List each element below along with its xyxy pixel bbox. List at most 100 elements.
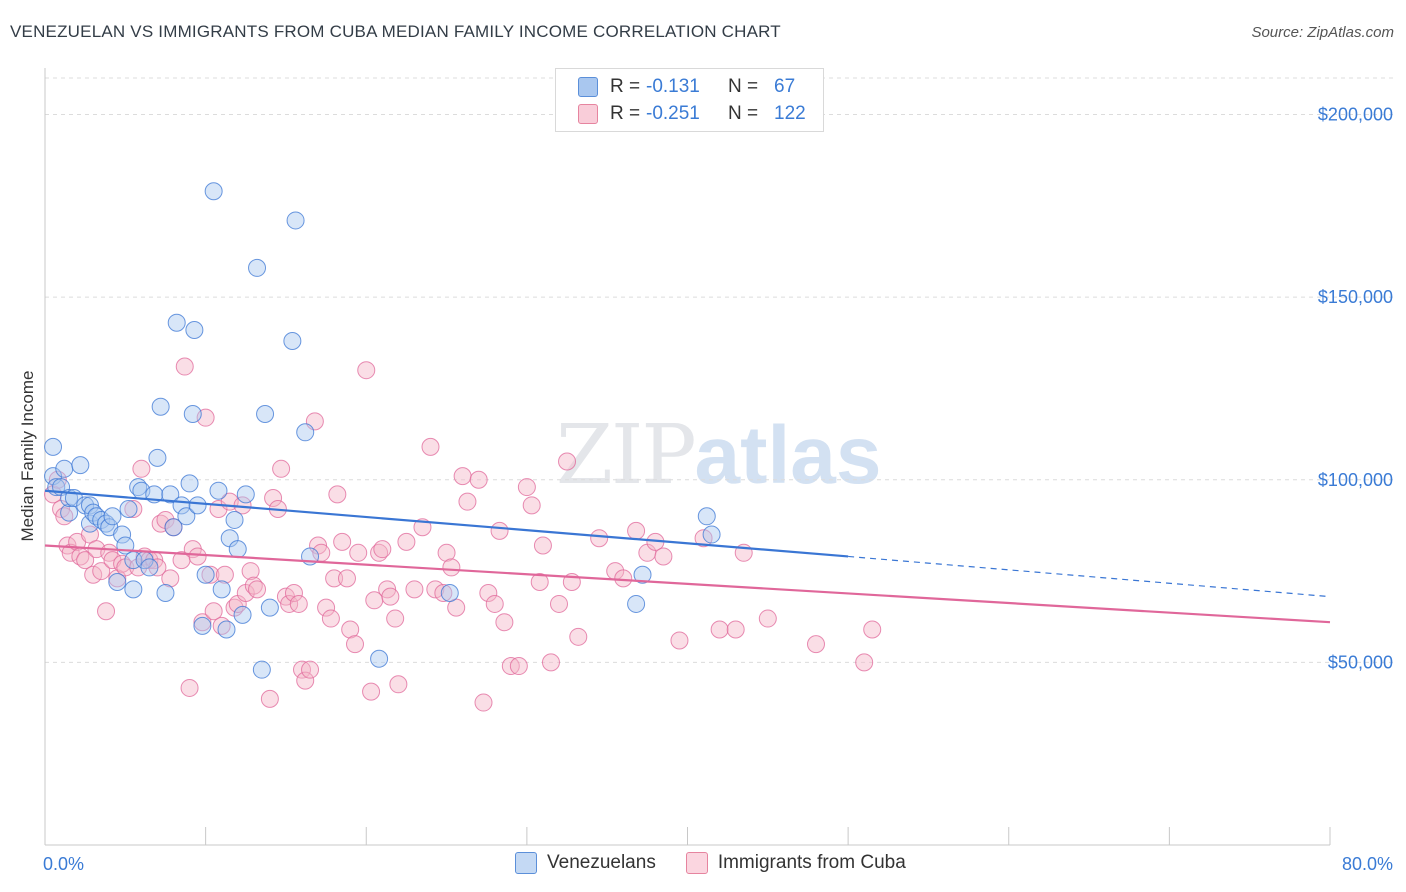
data-point [296, 423, 315, 442]
data-point [509, 657, 528, 676]
legend-label-cuba: Immigrants from Cuba [717, 852, 906, 873]
y-tick-label: $200,000 [1318, 105, 1393, 125]
data-point [119, 499, 138, 518]
data-point [55, 507, 74, 526]
chart-title: VENEZUELAN VS IMMIGRANTS FROM CUBA MEDIA… [10, 22, 781, 41]
data-point [517, 478, 536, 497]
data-point [204, 182, 223, 201]
data-point [421, 437, 440, 456]
data-point [670, 631, 689, 650]
data-point [333, 532, 352, 551]
legend-r-label: R = [610, 76, 641, 97]
data-point [758, 609, 777, 628]
series-legend: Venezuelans Immigrants from Cuba [515, 852, 936, 874]
legend-swatch-cuba [685, 852, 708, 874]
legend-swatch-cuba [578, 104, 598, 124]
data-point [286, 211, 305, 230]
data-point [185, 321, 204, 340]
data-point [370, 543, 389, 562]
data-point [97, 514, 116, 533]
data-point [442, 558, 461, 577]
data-point [175, 357, 194, 376]
data-point [260, 598, 279, 617]
data-point [381, 587, 400, 606]
data-point [196, 565, 215, 584]
watermark-zip: ZIP [556, 408, 697, 503]
legend-item-cuba[interactable]: Immigrants from Cuba [685, 852, 906, 874]
legend-item-venezuelans[interactable]: Venezuelans [515, 852, 656, 874]
data-point [55, 459, 74, 478]
data-point [325, 569, 344, 588]
data-point [357, 361, 376, 380]
data-point [863, 620, 882, 639]
watermark-atlas: atlas [694, 410, 882, 501]
data-point [283, 331, 302, 350]
x-tick-label: 80.0% [1342, 854, 1393, 874]
correlation-legend: R = -0.131 N = 67 R = -0.251 N = 122 [555, 68, 824, 132]
data-point [710, 620, 729, 639]
data-point [236, 485, 255, 504]
data-point [280, 594, 299, 613]
data-point [252, 660, 271, 679]
data-point [541, 653, 560, 672]
data-point [233, 605, 252, 624]
data-point [256, 405, 275, 424]
data-point [92, 562, 111, 581]
legend-row-cuba: R = -0.251 N = 122 [578, 101, 806, 127]
data-point [855, 653, 874, 672]
data-point [627, 521, 646, 540]
data-point [702, 525, 721, 544]
y-axis-title: Median Family Income [18, 370, 37, 541]
data-point [87, 507, 106, 526]
data-point [124, 580, 143, 599]
data-point [188, 547, 207, 566]
data-point [317, 598, 336, 617]
legend-n-label: N = [728, 76, 759, 97]
data-point [301, 660, 320, 679]
legend-r-value: -0.251 [646, 103, 700, 124]
data-point [386, 609, 405, 628]
data-point [807, 635, 825, 654]
data-point [209, 481, 228, 500]
tick-labels: $50,000 $100,000 $150,000 $200,000 0.0% 80.0% [43, 105, 1393, 874]
data-point [550, 594, 568, 613]
data-point [296, 671, 315, 690]
watermark: ZIPatlas [556, 408, 881, 503]
data-point [151, 397, 170, 416]
data-point [60, 503, 79, 522]
data-point [346, 635, 365, 654]
data-point [337, 569, 356, 588]
data-points [44, 182, 882, 712]
data-point [490, 521, 509, 540]
data-point [373, 540, 392, 559]
data-point [321, 609, 340, 628]
data-point [272, 459, 291, 478]
data-point [530, 573, 549, 592]
data-point [522, 496, 541, 515]
data-point [188, 496, 207, 515]
legend-row-venezuelans: R = -0.131 N = 67 [578, 74, 795, 100]
data-point [212, 580, 231, 599]
y-tick-label: $150,000 [1318, 287, 1393, 307]
trend-lines [44, 489, 1331, 624]
data-point [161, 485, 180, 504]
data-point [558, 452, 577, 471]
data-point [97, 602, 116, 621]
data-point [113, 525, 132, 544]
trend-line-extension [848, 555, 1331, 598]
data-point [177, 507, 196, 526]
data-point [241, 562, 260, 581]
data-point [341, 620, 360, 639]
data-point [405, 580, 424, 599]
data-point [389, 675, 408, 694]
data-point [204, 602, 223, 621]
data-point [264, 489, 283, 508]
data-point [156, 583, 175, 602]
data-point [215, 565, 234, 584]
legend-swatch-venezuelans [515, 852, 537, 874]
data-point [148, 448, 167, 467]
data-point [614, 569, 633, 588]
data-point [633, 565, 652, 584]
series-immigrants-from-cuba [44, 357, 882, 712]
data-point [453, 467, 472, 486]
